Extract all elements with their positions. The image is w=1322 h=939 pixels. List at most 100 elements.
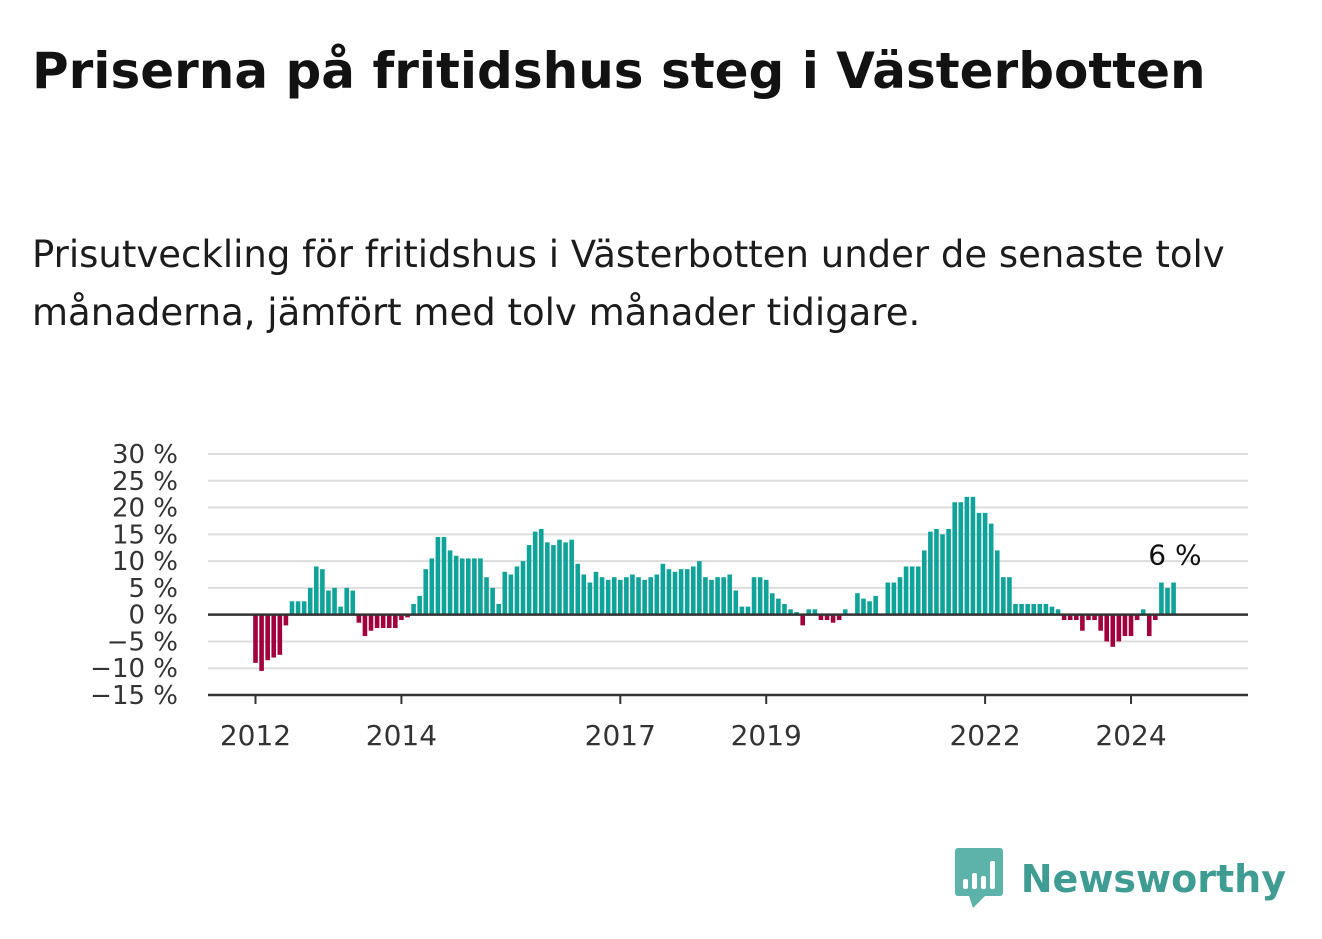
bar <box>666 569 672 615</box>
bar <box>587 582 593 615</box>
x-tick-label: 2012 <box>220 719 291 752</box>
bar <box>490 587 495 615</box>
bar <box>842 609 848 615</box>
bar <box>374 614 380 629</box>
bar <box>1153 614 1158 621</box>
bar <box>684 569 690 615</box>
newsworthy-logo-icon <box>954 848 1003 908</box>
bar <box>1165 587 1170 615</box>
bar <box>952 502 957 615</box>
bar <box>551 545 556 615</box>
bar <box>459 558 465 615</box>
y-tick-label: 15 % <box>112 520 178 550</box>
bar <box>1007 577 1012 615</box>
bar <box>964 496 970 615</box>
bar <box>605 579 611 615</box>
y-tick-label: 30 % <box>112 440 178 470</box>
bar <box>1134 614 1140 621</box>
bar <box>326 590 331 615</box>
bar <box>830 614 836 623</box>
bar <box>453 555 459 615</box>
bar <box>581 574 587 615</box>
bar <box>776 598 781 615</box>
bar <box>672 571 678 615</box>
bar <box>928 531 933 615</box>
x-tick-label: 2019 <box>731 719 802 752</box>
bar <box>660 563 666 615</box>
bar <box>277 614 283 655</box>
bar <box>295 601 301 615</box>
bar <box>690 566 696 615</box>
bar <box>1061 614 1067 621</box>
bar <box>1043 603 1049 615</box>
bar <box>909 566 915 615</box>
bar <box>271 614 277 658</box>
bar <box>946 528 951 615</box>
bar <box>593 571 599 615</box>
bar <box>757 577 763 615</box>
bar <box>380 614 386 629</box>
bar <box>855 593 860 615</box>
bar <box>393 614 398 629</box>
y-tick-label: 20 % <box>112 494 178 524</box>
bar <box>1013 603 1018 615</box>
bar <box>709 579 714 615</box>
bar <box>386 614 392 629</box>
bar <box>763 579 769 615</box>
bar <box>557 539 562 615</box>
bar <box>1104 614 1109 642</box>
last-value-label: 6 % <box>1148 539 1201 572</box>
bar <box>441 537 447 615</box>
bar-series <box>253 496 1176 671</box>
bar <box>1037 603 1043 615</box>
bar <box>812 609 818 615</box>
bar <box>891 582 897 615</box>
bar <box>484 577 489 615</box>
brand-logo: Newsworthy <box>954 848 1286 910</box>
bar <box>636 577 641 615</box>
bar <box>611 577 617 615</box>
bar <box>678 569 684 615</box>
x-axis-ticks: 2012 2014 2017 2019 2022 2024 <box>220 695 1167 752</box>
bar <box>1146 614 1152 637</box>
bar-chart: 30 %25 %20 %15 %10 %5 %0 %−5 %−10 %−15 %… <box>90 440 1248 752</box>
bar <box>466 558 471 615</box>
bar <box>922 550 927 615</box>
bar <box>356 614 362 623</box>
bar <box>794 611 799 615</box>
bar <box>399 614 404 621</box>
brand-name: Newsworthy <box>1020 857 1286 901</box>
bar <box>873 595 878 615</box>
bar <box>478 558 483 615</box>
bar <box>715 577 720 615</box>
bar <box>836 614 842 621</box>
bar <box>411 603 416 615</box>
x-tick-label: 2017 <box>585 719 656 752</box>
bar <box>259 614 264 671</box>
y-tick-label: −10 % <box>90 654 178 684</box>
bar <box>338 606 343 615</box>
bar <box>1074 614 1079 621</box>
bar <box>751 577 757 615</box>
bar <box>806 609 812 615</box>
bar <box>1098 614 1103 631</box>
bar <box>429 558 435 615</box>
bar <box>915 566 921 615</box>
bar <box>782 603 787 615</box>
bar <box>508 574 514 615</box>
bar <box>982 512 988 615</box>
y-tick-label: −15 % <box>90 681 178 711</box>
bar <box>1116 614 1122 642</box>
page-title: Priserna på fritidshus steg i Västerbott… <box>32 42 1206 100</box>
bar <box>1001 577 1006 615</box>
bar <box>1080 614 1085 631</box>
bar <box>283 614 289 626</box>
bar <box>368 614 374 631</box>
chart-subtitle: Prisutveckling för fritidshus i Västerbo… <box>32 233 1225 334</box>
bar <box>526 545 532 615</box>
bar <box>423 569 429 615</box>
bar <box>1049 606 1055 615</box>
y-tick-label: −5 % <box>107 627 178 657</box>
bar <box>362 614 368 637</box>
bar <box>727 574 733 615</box>
